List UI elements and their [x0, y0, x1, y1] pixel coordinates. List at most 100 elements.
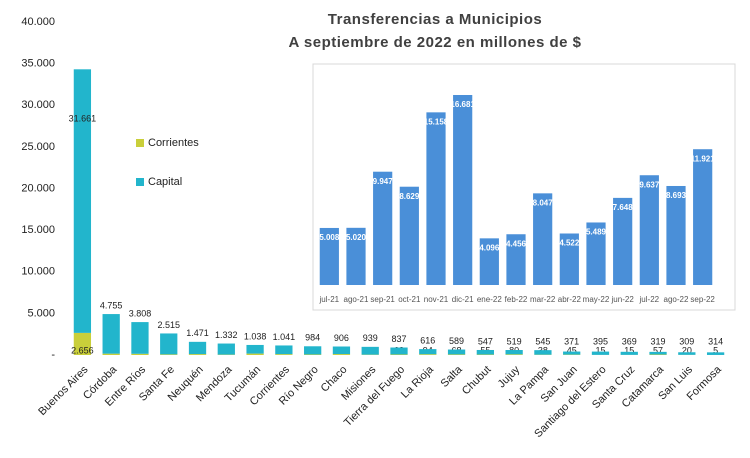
inset-bar	[373, 171, 393, 285]
y-tick-label: 40.000	[21, 16, 55, 28]
inset-x-label: ago-22	[664, 295, 689, 304]
data-label: 1.041	[273, 332, 296, 342]
y-tick-label: 5.000	[27, 307, 55, 319]
bar-segment	[217, 343, 235, 355]
bar-segment	[275, 345, 293, 355]
bar-segment	[476, 349, 494, 355]
data-label: 1.038	[244, 331, 267, 341]
inset-data-label: 8.047	[533, 198, 554, 207]
inset-bar	[533, 193, 553, 285]
data-label: 519	[507, 336, 522, 346]
data-label: 3.808	[129, 308, 152, 318]
bar-segment	[390, 347, 408, 355]
inset-bar	[426, 112, 446, 285]
bar-segment	[188, 341, 207, 355]
inset-data-label: 8.629	[399, 192, 420, 201]
data-label: 906	[334, 333, 349, 343]
bar-segment	[160, 354, 178, 355]
inset-bar	[666, 185, 686, 285]
inset-x-label: jul-21	[319, 295, 340, 304]
inset-data-label: 5.489	[586, 228, 607, 237]
bar-segment	[246, 353, 264, 355]
data-label: 589	[449, 336, 464, 346]
x-tick-label: La Rioja	[399, 363, 437, 401]
bar-segment	[706, 352, 725, 355]
bar-segment	[102, 353, 120, 355]
y-tick-label: 20.000	[21, 182, 55, 194]
bar-segment	[505, 350, 523, 355]
bar-segment	[620, 351, 638, 355]
inset-x-label: ene-22	[477, 295, 502, 304]
data-label: 395	[593, 336, 608, 346]
inset-x-label: jun-22	[611, 295, 635, 304]
bar-segment	[332, 354, 351, 355]
inset-data-label: 9.637	[639, 180, 660, 189]
bar-segment	[591, 351, 610, 355]
inset-x-label: nov-21	[424, 295, 449, 304]
inset-data-label: 4.522	[559, 239, 580, 248]
data-label: 1.471	[186, 328, 209, 338]
legend-label: Capital	[148, 176, 182, 188]
data-label: 4.755	[100, 300, 123, 310]
data-label: 837	[391, 334, 406, 344]
inset-data-label: 4.456	[506, 239, 527, 248]
data-label: 616	[420, 335, 435, 345]
data-label: 15	[624, 345, 634, 355]
legend-label: Corrientes	[148, 137, 199, 149]
data-label: 2.515	[157, 320, 180, 330]
data-label: 57	[653, 345, 663, 355]
y-tick-label: 10.000	[21, 266, 55, 278]
inset-data-label: 5.020	[346, 233, 367, 242]
inset-data-label: 5.008	[319, 233, 340, 242]
inset-data-label: 15.158	[424, 117, 449, 126]
bar-segment	[73, 332, 92, 355]
bar-segment	[304, 354, 322, 355]
x-tick-label: Salta	[439, 363, 466, 390]
inset-data-label: 4.096	[479, 243, 500, 252]
inset-x-label: jul-22	[639, 295, 660, 304]
inset-x-label: mar-22	[530, 295, 556, 304]
inset-bar	[319, 227, 339, 285]
bar-segment	[563, 351, 581, 355]
bar-segment	[246, 344, 264, 354]
inset-bar	[559, 233, 579, 285]
data-label: 15	[595, 345, 605, 355]
inset-data-label: 11.921	[691, 154, 716, 163]
inset-bar	[586, 222, 606, 285]
inset-x-label: abr-22	[558, 295, 582, 304]
bar-segment	[505, 354, 523, 355]
data-label: 45	[567, 345, 577, 355]
bar-segment	[447, 354, 466, 355]
data-label: 319	[651, 336, 666, 346]
legend-swatch	[136, 178, 144, 186]
data-label: 314	[708, 336, 723, 346]
data-label: 545	[535, 336, 550, 346]
legend-swatch	[136, 139, 144, 147]
bar-segment	[131, 322, 149, 354]
bar-segment	[332, 346, 351, 355]
y-tick-label: 25.000	[21, 141, 55, 153]
data-label: 939	[363, 333, 378, 343]
inset-bar	[346, 227, 366, 285]
bar-segment	[447, 349, 466, 355]
inset-x-label: feb-22	[505, 295, 528, 304]
inset-bar	[506, 234, 526, 285]
data-label: 309	[679, 336, 694, 346]
inset-data-label: 16.681	[450, 100, 475, 109]
y-tick-label: 15.000	[21, 224, 55, 236]
data-label: 371	[564, 336, 579, 346]
y-tick-label: 35.000	[21, 58, 55, 70]
data-label: 984	[305, 333, 320, 343]
bar-segment	[361, 346, 379, 355]
data-label: 369	[622, 336, 637, 346]
inset-bar	[693, 149, 713, 285]
chart-title: Transferencias a Municipios	[328, 11, 542, 28]
bar-segment	[649, 351, 667, 355]
inset-bar	[613, 197, 633, 285]
inset-x-label: ago-21	[344, 295, 369, 304]
inset-x-label: oct-21	[398, 295, 421, 304]
inset-x-label: sep-22	[690, 295, 715, 304]
bar-segment	[73, 69, 92, 333]
inset-bar	[479, 238, 499, 285]
